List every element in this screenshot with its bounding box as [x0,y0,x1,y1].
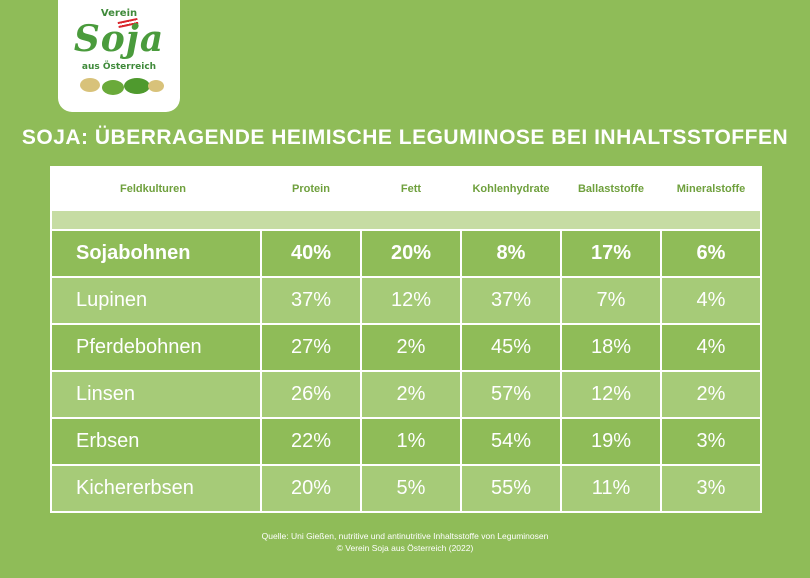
protein-value: 26% [260,370,362,419]
logo-main-text: Soja [73,18,165,60]
header-feldkulturen: Feldkulturen [50,166,262,211]
header-protein: Protein [260,166,362,211]
protein-value: 20% [260,464,362,513]
mineralstoffe-value: 2% [660,370,762,419]
ballaststoffe-value: 7% [560,276,662,325]
kohlenhydrate-value: 37% [460,276,562,325]
footer: Quelle: Uni Gießen, nutritive und antinu… [0,530,810,554]
table-row: Kichererbsen 20% 5% 55% 11% 3% [50,464,762,513]
ballaststoffe-value: 19% [560,417,662,466]
page-title: SOJA: ÜBERRAGENDE HEIMISCHE LEGUMINOSE B… [21,126,789,149]
ballaststoffe-value: 12% [560,370,662,419]
ballaststoffe-value: 18% [560,323,662,372]
protein-value: 37% [260,276,362,325]
logo-top-text: Verein [100,8,138,19]
kohlenhydrate-value: 45% [460,323,562,372]
header-ballaststoffe: Ballaststoffe [560,166,662,211]
mineralstoffe-value: 3% [660,417,762,466]
table-row: Lupinen 37% 12% 37% 7% 4% [50,276,762,325]
table-row: Erbsen 22% 1% 54% 19% 3% [50,417,762,466]
kohlenhydrate-value: 54% [460,417,562,466]
bean-icon [80,78,100,92]
mineralstoffe-value: 6% [660,229,762,278]
mineralstoffe-value: 4% [660,323,762,372]
crop-name: Sojabohnen [50,229,262,278]
fett-value: 20% [360,229,462,278]
table-row: Linsen 26% 2% 57% 12% 2% [50,370,762,419]
fett-value: 12% [360,276,462,325]
logo: Verein Soja aus Österreich [58,0,180,112]
spacer-cell [50,210,762,231]
bean-icon [124,78,150,94]
nutrient-table: Feldkulturen Protein Fett Kohlenhydrate … [50,166,762,513]
table-row: Sojabohnen 40% 20% 8% 17% 6% [50,229,762,278]
kohlenhydrate-value: 8% [460,229,562,278]
table-header-row: Feldkulturen Protein Fett Kohlenhydrate … [50,166,762,211]
fett-value: 5% [360,464,462,513]
source-note: Quelle: Uni Gießen, nutritive und antinu… [261,531,549,541]
header-fett: Fett [360,166,462,211]
copyright-note: © Verein Soja aus Österreich (2022) [336,543,474,553]
fett-value: 1% [360,417,462,466]
crop-name: Kichererbsen [50,464,262,513]
header-kohlenhydrate: Kohlenhydrate [460,166,562,211]
protein-value: 22% [260,417,362,466]
crop-name: Pferdebohnen [50,323,262,372]
kohlenhydrate-value: 55% [460,464,562,513]
ballaststoffe-value: 17% [560,229,662,278]
kohlenhydrate-value: 57% [460,370,562,419]
header-mineralstoffe: Mineralstoffe [660,166,762,211]
crop-name: Erbsen [50,417,262,466]
mineralstoffe-value: 4% [660,276,762,325]
bean-icon [148,80,164,92]
ballaststoffe-value: 11% [560,464,662,513]
bean-icon [102,80,124,95]
mineralstoffe-value: 3% [660,464,762,513]
table-row: Pferdebohnen 27% 2% 45% 18% 4% [50,323,762,372]
table-spacer-row [50,210,762,231]
crop-name: Linsen [50,370,262,419]
fett-value: 2% [360,323,462,372]
crop-name: Lupinen [50,276,262,325]
protein-value: 27% [260,323,362,372]
logo-bottom-text: aus Österreich [81,62,157,72]
fett-value: 2% [360,370,462,419]
protein-value: 40% [260,229,362,278]
